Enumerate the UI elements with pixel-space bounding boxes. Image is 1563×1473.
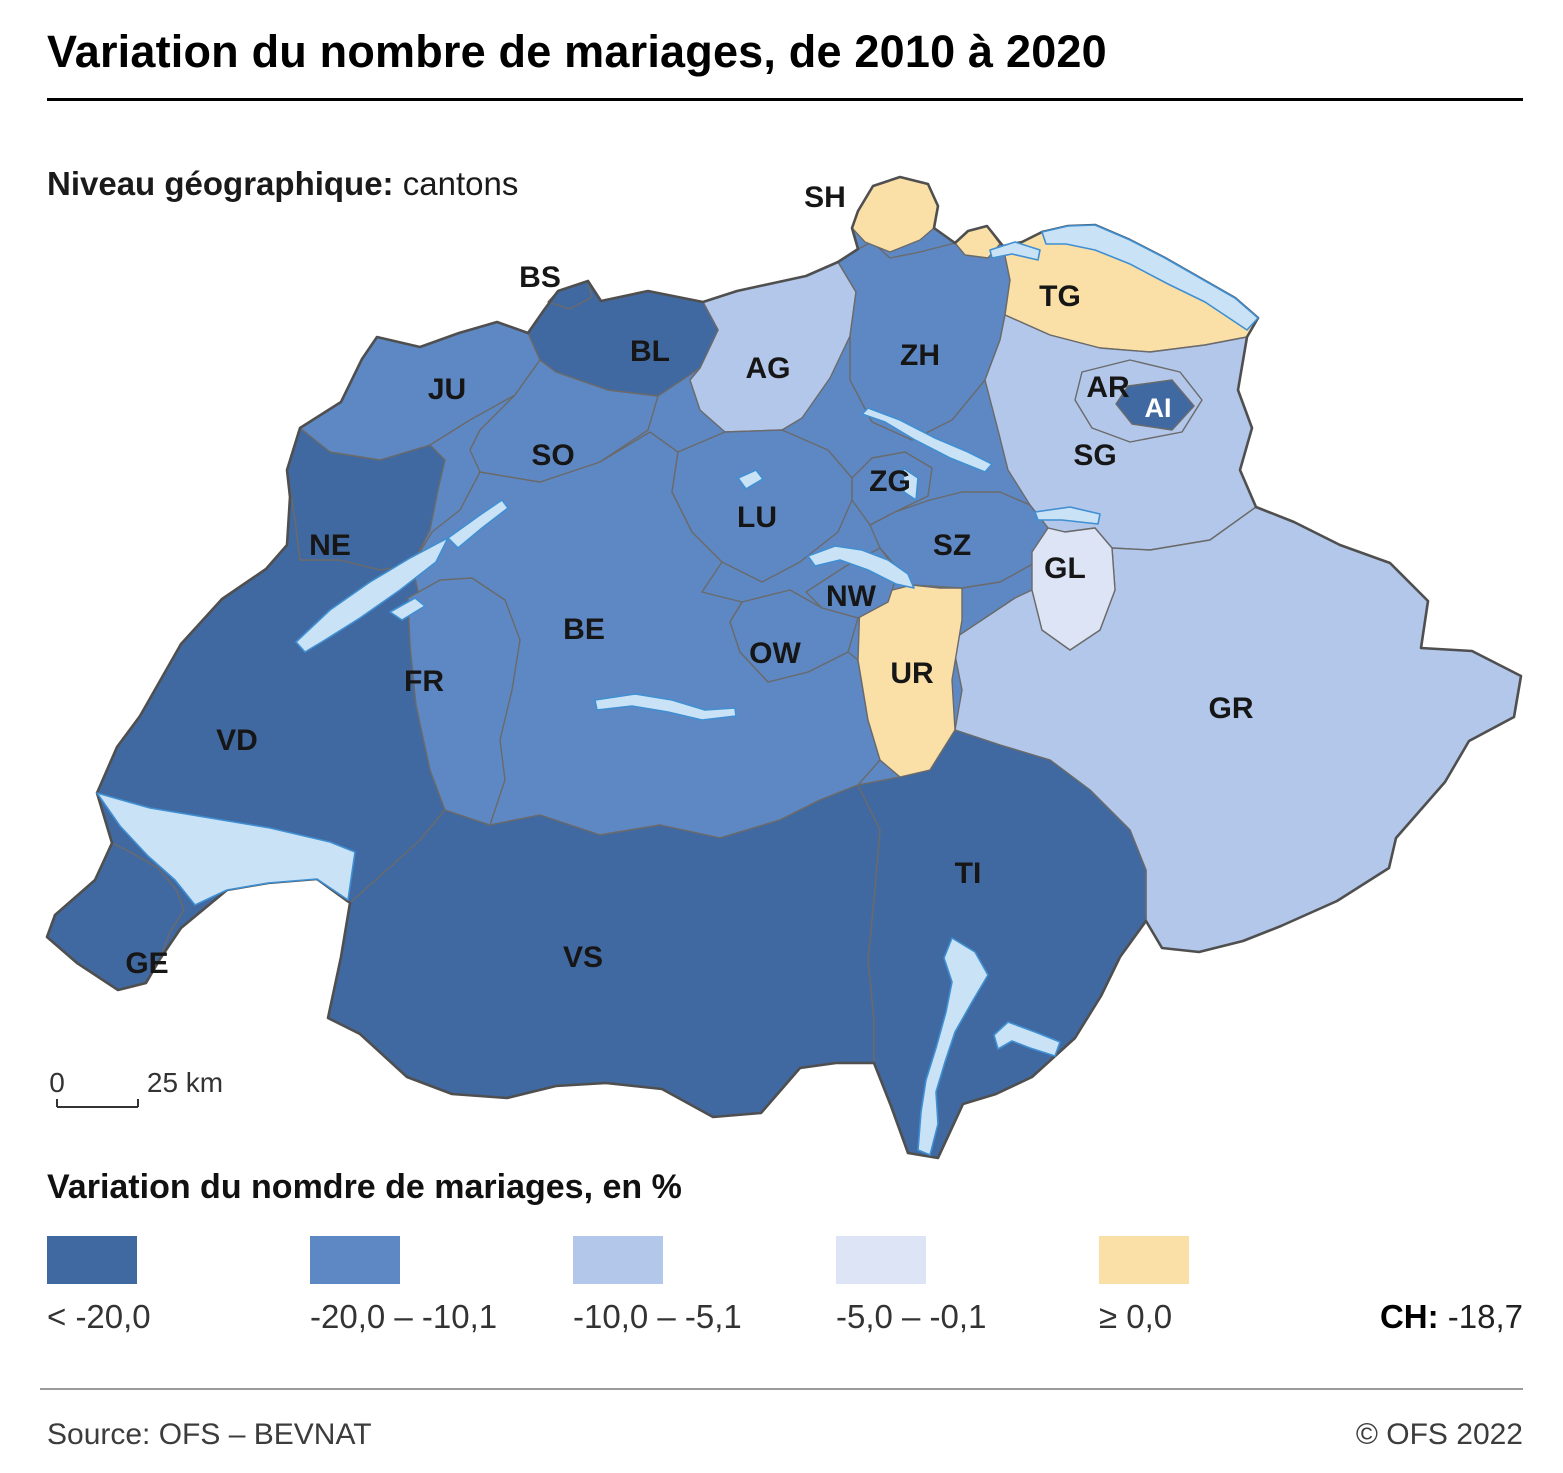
canton-label-tg: TG [1039, 280, 1081, 313]
canton-label-bl: BL [630, 335, 670, 368]
canton-label-nw: NW [826, 580, 877, 613]
canton-label-be: BE [563, 613, 605, 646]
legend-swatch-dark-blue [47, 1236, 137, 1284]
canton-label-ai: AI [1145, 393, 1172, 423]
lake-walensee [1034, 506, 1101, 525]
scale-zero-label: 0 [49, 1067, 65, 1098]
canton-ow [729, 589, 859, 683]
canton-ai [1115, 379, 1195, 431]
canton-gl [1031, 527, 1116, 651]
legend-label: -20,0 – -10,1 [310, 1298, 498, 1335]
legend-label: -5,0 – -0,1 [836, 1298, 987, 1335]
canton-label-vd: VD [216, 724, 258, 757]
lake-thun-brienz [594, 693, 737, 721]
canton-label-zh: ZH [900, 339, 940, 372]
canton-label-ag: AG [746, 352, 791, 385]
switzerland-total: CH: -18,7 [1380, 1298, 1523, 1336]
canton-label-fr: FR [404, 665, 444, 698]
legend-item-10-to-5: -10,0 – -5,1 [573, 1236, 835, 1336]
canton-label-ne: NE [309, 529, 351, 562]
canton-label-sz: SZ [933, 529, 971, 562]
canton-label-sh: SH [804, 181, 846, 214]
lake-neuchatel [295, 537, 449, 653]
footer-divider [40, 1388, 1523, 1390]
canton-label-ge: GE [125, 947, 168, 980]
lake-lucerne [807, 545, 915, 589]
canton-label-gl: GL [1044, 552, 1086, 585]
canton-label-ti: TI [955, 857, 982, 890]
lake-zurich [861, 407, 993, 473]
legend-item-lt-20: < -20,0 [47, 1236, 309, 1336]
legend-swatch-pale-blue [836, 1236, 926, 1284]
header: Variation du nombre de mariages, de 2010… [47, 26, 1523, 101]
legend-label: ≥ 0,0 [1099, 1298, 1173, 1335]
canton-zg [851, 451, 933, 526]
legend-label: -10,0 – -5,1 [573, 1298, 742, 1335]
lake-murten [389, 597, 426, 621]
geo-level-label: Niveau géographique: [47, 165, 394, 202]
lake-constance [1041, 224, 1259, 331]
scale-bar: 0 25 km [49, 1067, 223, 1108]
legend-title: Variation du nomdre de mariages, en % [47, 1168, 682, 1206]
geo-level-subtitle: Niveau géographique: cantons [47, 165, 518, 203]
country-border [45, 175, 1523, 1160]
canton-label-ar: AR [1086, 371, 1130, 404]
copyright-note: © OFS 2022 [1355, 1418, 1523, 1451]
lake-sempach [737, 469, 764, 490]
legend-swatch-orange [1099, 1236, 1189, 1284]
page-title: Variation du nombre de mariages, de 2010… [47, 26, 1107, 77]
legend-swatch-medium-blue [310, 1236, 400, 1284]
canton-label-ow: OW [749, 637, 801, 670]
legend-item-ge-0: ≥ 0,0 [1099, 1236, 1361, 1336]
canton-label-ur: UR [890, 657, 934, 690]
legend-label: < -20,0 [47, 1298, 151, 1335]
lake-biel [447, 499, 509, 549]
lake-lugano [993, 1021, 1061, 1057]
scale-distance-label: 25 km [147, 1067, 223, 1098]
legend-item-20-to-10: -20,0 – -10,1 [310, 1236, 572, 1336]
switzerland-total-label: CH: [1379, 1298, 1439, 1335]
lake-zug [902, 467, 919, 501]
canton-label-bs: BS [519, 261, 561, 294]
lake-geneva [96, 792, 356, 906]
canton-lu [671, 429, 853, 583]
canton-fr [407, 577, 521, 826]
canton-label-gr: GR [1209, 692, 1254, 725]
canton-label-so: SO [531, 439, 574, 472]
lake-untersee [989, 241, 1041, 261]
legend-swatch-light-blue [573, 1236, 663, 1284]
canton-label-zg: ZG [869, 465, 911, 498]
footer: Source: OFS – BEVNAT © OFS 2022 [47, 1418, 1523, 1452]
canton-label-vs: VS [563, 941, 603, 974]
source-note: Source: OFS – BEVNAT [47, 1418, 372, 1451]
geo-level-value: cantons [402, 165, 519, 202]
canton-label-lu: LU [737, 501, 777, 534]
lake-maggiore [917, 937, 989, 1156]
canton-label-ju: JU [428, 373, 466, 406]
switzerland-total-value: -18,7 [1447, 1298, 1523, 1335]
legend-item-5-to-0: -5,0 – -0,1 [836, 1236, 1098, 1336]
canton-label-sg: SG [1073, 439, 1116, 472]
